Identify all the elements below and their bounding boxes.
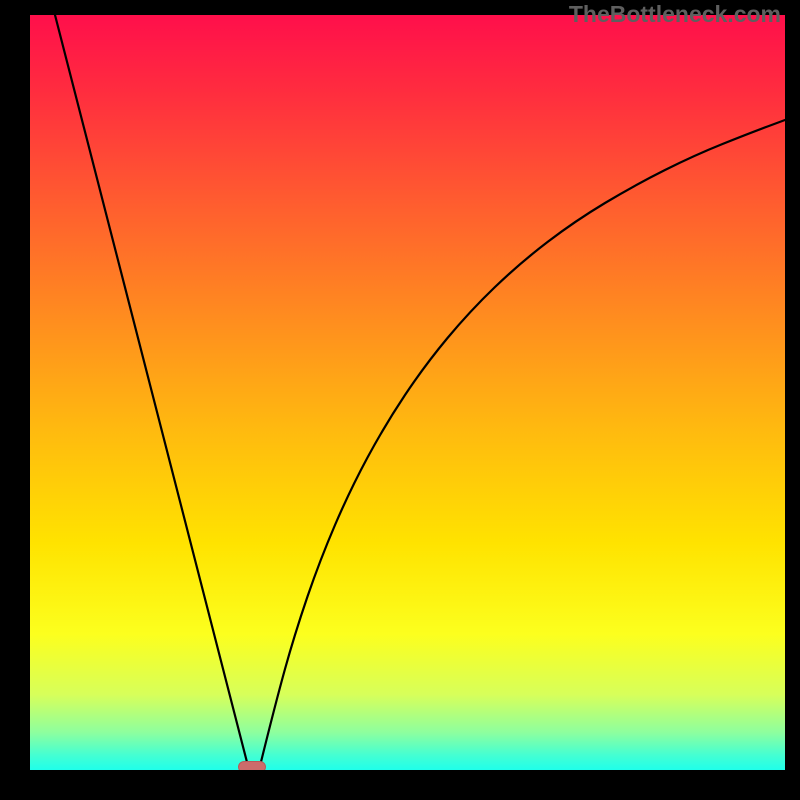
watermark-text: TheBottleneck.com: [569, 1, 781, 28]
curve-layer: [30, 15, 785, 770]
vertex-marker: [238, 761, 266, 770]
plot-area: [30, 15, 785, 770]
chart-container: TheBottleneck.com: [0, 0, 800, 800]
